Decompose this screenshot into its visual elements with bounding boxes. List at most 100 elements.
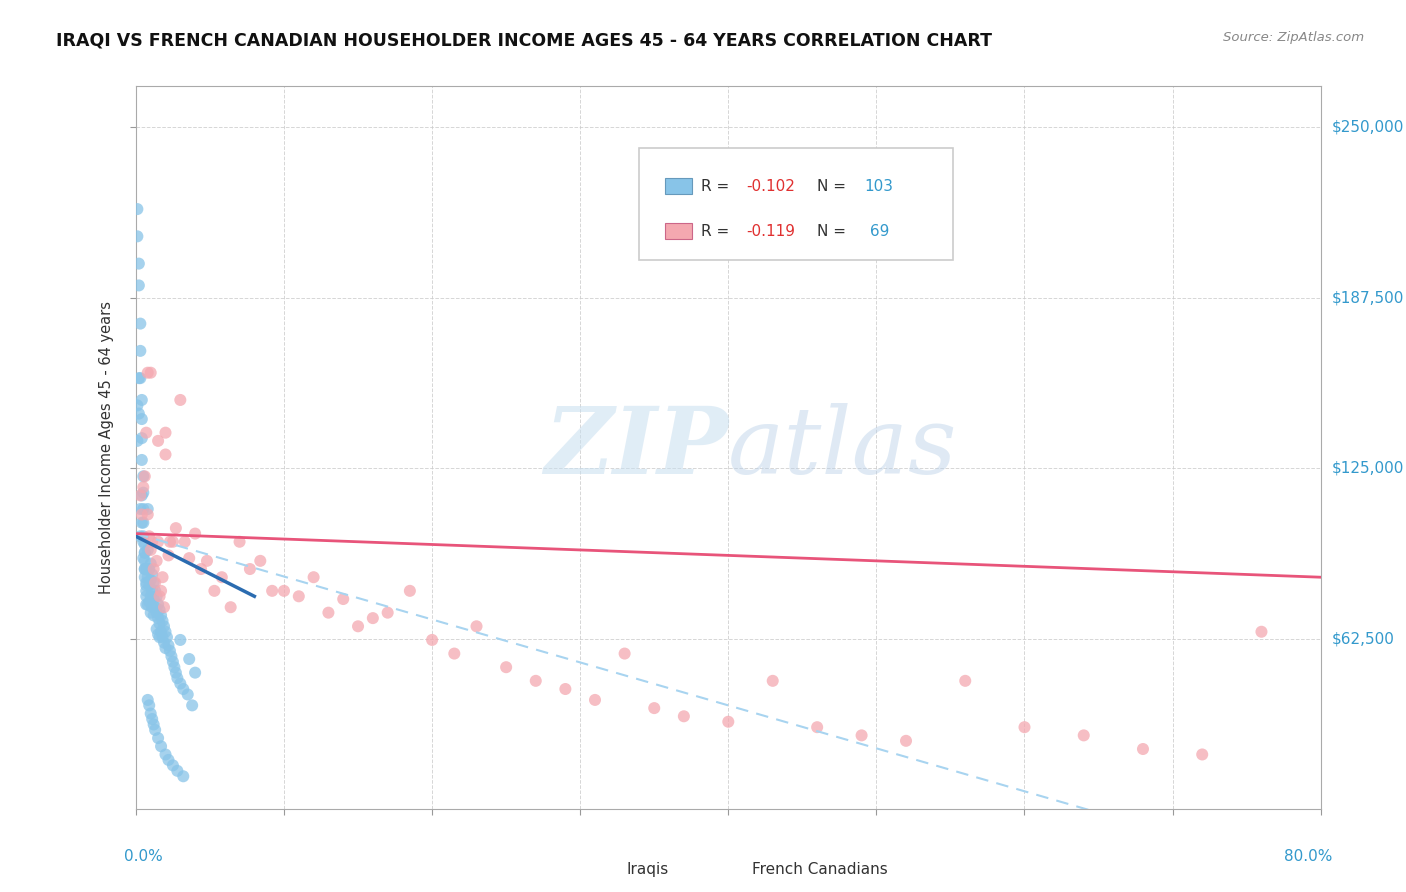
- Point: [169, 392, 191, 407]
- Text: 69: 69: [865, 224, 889, 238]
- Point: [361, 611, 384, 625]
- Text: $125,000: $125,000: [1331, 460, 1405, 475]
- Point: [138, 595, 160, 609]
- Point: [894, 734, 917, 748]
- Y-axis label: Householder Income Ages 45 - 64 years: Householder Income Ages 45 - 64 years: [100, 301, 114, 594]
- Point: [155, 448, 177, 462]
- Point: [145, 554, 167, 568]
- Point: [159, 644, 181, 658]
- Point: [132, 480, 155, 494]
- Point: [141, 534, 163, 549]
- Point: [155, 641, 177, 656]
- Point: [138, 562, 160, 576]
- Point: [128, 257, 150, 271]
- Point: [851, 728, 873, 742]
- Point: [132, 516, 155, 530]
- Point: [139, 543, 162, 558]
- Point: [142, 575, 165, 590]
- Text: atlas: atlas: [728, 402, 957, 492]
- Point: [332, 592, 354, 607]
- Point: [134, 546, 156, 560]
- Point: [165, 665, 187, 680]
- Point: [162, 534, 184, 549]
- Point: [159, 534, 181, 549]
- Point: [613, 647, 636, 661]
- FancyBboxPatch shape: [592, 861, 621, 880]
- Point: [150, 583, 173, 598]
- Point: [177, 688, 200, 702]
- Point: [162, 758, 184, 772]
- Text: N =: N =: [817, 224, 851, 238]
- Point: [554, 681, 576, 696]
- Point: [136, 543, 159, 558]
- Point: [145, 622, 167, 636]
- FancyBboxPatch shape: [665, 178, 692, 194]
- Point: [146, 611, 169, 625]
- Point: [806, 720, 828, 734]
- Point: [273, 583, 295, 598]
- Point: [318, 606, 340, 620]
- Point: [143, 600, 166, 615]
- Point: [129, 529, 152, 543]
- Point: [134, 546, 156, 560]
- Point: [443, 647, 465, 661]
- Text: Source: ZipAtlas.com: Source: ZipAtlas.com: [1223, 31, 1364, 45]
- Point: [139, 557, 162, 571]
- Point: [184, 526, 207, 541]
- Point: [524, 673, 547, 688]
- Point: [228, 534, 250, 549]
- Point: [135, 589, 157, 603]
- Point: [495, 660, 517, 674]
- Point: [135, 598, 157, 612]
- Point: [465, 619, 488, 633]
- Point: [127, 399, 149, 413]
- Text: 103: 103: [865, 178, 894, 194]
- Point: [672, 709, 695, 723]
- Point: [142, 592, 165, 607]
- Point: [583, 693, 606, 707]
- Point: [153, 635, 176, 649]
- Point: [136, 693, 159, 707]
- Point: [377, 606, 399, 620]
- Point: [166, 671, 188, 685]
- Point: [134, 537, 156, 551]
- Point: [135, 578, 157, 592]
- Text: Iraqis: Iraqis: [627, 863, 669, 877]
- Point: [131, 508, 153, 522]
- Point: [146, 434, 169, 448]
- Point: [141, 567, 163, 582]
- FancyBboxPatch shape: [717, 861, 747, 880]
- Point: [302, 570, 325, 584]
- Point: [262, 583, 284, 598]
- Point: [132, 534, 155, 549]
- Point: [155, 747, 177, 762]
- Point: [146, 534, 169, 549]
- Point: [141, 583, 163, 598]
- Point: [157, 639, 180, 653]
- Point: [172, 769, 194, 783]
- Text: $62,500: $62,500: [1331, 631, 1395, 646]
- Point: [136, 598, 159, 612]
- Point: [184, 665, 207, 680]
- Point: [143, 723, 166, 737]
- Point: [152, 630, 174, 644]
- Point: [131, 488, 153, 502]
- FancyBboxPatch shape: [640, 148, 953, 260]
- Point: [165, 521, 187, 535]
- Point: [136, 366, 159, 380]
- Point: [134, 562, 156, 576]
- Point: [128, 371, 150, 385]
- Point: [136, 508, 159, 522]
- Point: [142, 562, 165, 576]
- Point: [132, 485, 155, 500]
- Point: [141, 712, 163, 726]
- Point: [1250, 624, 1272, 639]
- Point: [128, 407, 150, 421]
- Point: [156, 630, 179, 644]
- Point: [157, 753, 180, 767]
- Text: $187,500: $187,500: [1331, 290, 1405, 305]
- Point: [149, 589, 172, 603]
- Point: [146, 731, 169, 745]
- Point: [160, 649, 183, 664]
- Point: [150, 624, 173, 639]
